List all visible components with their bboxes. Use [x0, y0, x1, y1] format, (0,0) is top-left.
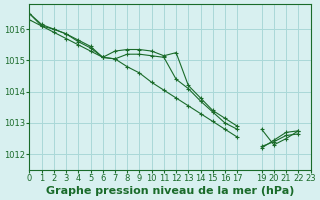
X-axis label: Graphe pression niveau de la mer (hPa): Graphe pression niveau de la mer (hPa)	[46, 186, 294, 196]
